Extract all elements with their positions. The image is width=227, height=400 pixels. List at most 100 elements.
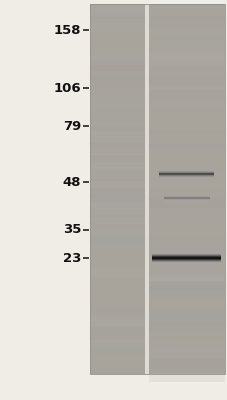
Bar: [148, 18, 224, 26]
Bar: [90, 197, 145, 207]
Bar: [148, 316, 224, 325]
Bar: [159, 176, 213, 177]
Bar: [159, 168, 213, 169]
Bar: [148, 72, 224, 81]
Bar: [148, 40, 224, 48]
Bar: [148, 144, 224, 149]
Text: 23: 23: [62, 252, 81, 264]
Text: 79: 79: [62, 120, 81, 132]
Bar: [152, 250, 220, 251]
Bar: [152, 257, 220, 258]
Bar: [90, 236, 145, 244]
Bar: [90, 194, 145, 202]
Bar: [152, 253, 220, 254]
Bar: [90, 78, 145, 82]
Bar: [152, 251, 220, 252]
Bar: [148, 54, 224, 61]
Bar: [152, 252, 220, 253]
Bar: [90, 317, 145, 327]
Bar: [152, 249, 220, 250]
Bar: [90, 4, 145, 374]
Bar: [148, 95, 224, 100]
Bar: [159, 179, 213, 180]
Bar: [90, 143, 145, 148]
Bar: [148, 288, 224, 290]
Bar: [90, 98, 145, 104]
Bar: [90, 207, 145, 211]
Bar: [90, 215, 145, 218]
Bar: [159, 174, 213, 175]
Bar: [90, 328, 145, 335]
Bar: [90, 177, 145, 181]
Bar: [90, 13, 145, 18]
Bar: [148, 236, 224, 245]
Bar: [90, 84, 145, 92]
Bar: [148, 351, 224, 358]
Bar: [159, 171, 213, 172]
Bar: [90, 153, 145, 155]
Bar: [148, 233, 224, 236]
Bar: [148, 271, 224, 281]
Bar: [148, 16, 224, 20]
Bar: [90, 181, 145, 188]
Bar: [159, 172, 213, 173]
Bar: [90, 63, 145, 71]
Bar: [163, 196, 209, 197]
Bar: [90, 97, 145, 106]
Bar: [148, 144, 224, 148]
Bar: [90, 343, 145, 351]
Bar: [148, 84, 224, 87]
Bar: [163, 201, 209, 202]
Bar: [152, 255, 220, 256]
Bar: [152, 260, 220, 261]
Bar: [148, 104, 224, 108]
Bar: [90, 209, 145, 220]
Bar: [90, 4, 224, 374]
Bar: [148, 331, 224, 336]
Text: 158: 158: [53, 24, 81, 36]
Text: 106: 106: [53, 82, 81, 94]
Bar: [90, 163, 145, 170]
Bar: [90, 228, 145, 236]
Bar: [148, 216, 224, 218]
Bar: [159, 169, 213, 170]
Bar: [148, 50, 224, 52]
Bar: [163, 199, 209, 200]
Bar: [90, 347, 145, 354]
Bar: [148, 345, 224, 347]
Bar: [152, 261, 220, 262]
Bar: [152, 263, 220, 264]
Bar: [148, 75, 224, 78]
Bar: [148, 28, 224, 34]
Bar: [90, 156, 145, 167]
Bar: [90, 331, 145, 339]
Bar: [90, 17, 145, 24]
Bar: [90, 193, 145, 202]
Bar: [148, 316, 224, 323]
Bar: [90, 87, 145, 92]
Bar: [90, 234, 145, 245]
Bar: [152, 264, 220, 265]
Bar: [148, 323, 224, 332]
Bar: [152, 256, 220, 257]
Bar: [148, 359, 224, 369]
Bar: [90, 75, 145, 83]
Bar: [148, 271, 224, 282]
Bar: [163, 195, 209, 196]
Bar: [148, 255, 224, 256]
Bar: [90, 315, 145, 317]
Bar: [148, 64, 224, 65]
Bar: [90, 132, 145, 143]
Bar: [152, 254, 220, 255]
Bar: [90, 278, 145, 280]
Bar: [148, 216, 224, 224]
Bar: [90, 130, 145, 134]
Bar: [148, 310, 224, 318]
Text: 35: 35: [62, 224, 81, 236]
Bar: [152, 259, 220, 260]
Bar: [159, 170, 213, 171]
Bar: [148, 247, 224, 249]
Bar: [148, 173, 224, 175]
Bar: [90, 6, 145, 15]
Bar: [148, 52, 224, 54]
